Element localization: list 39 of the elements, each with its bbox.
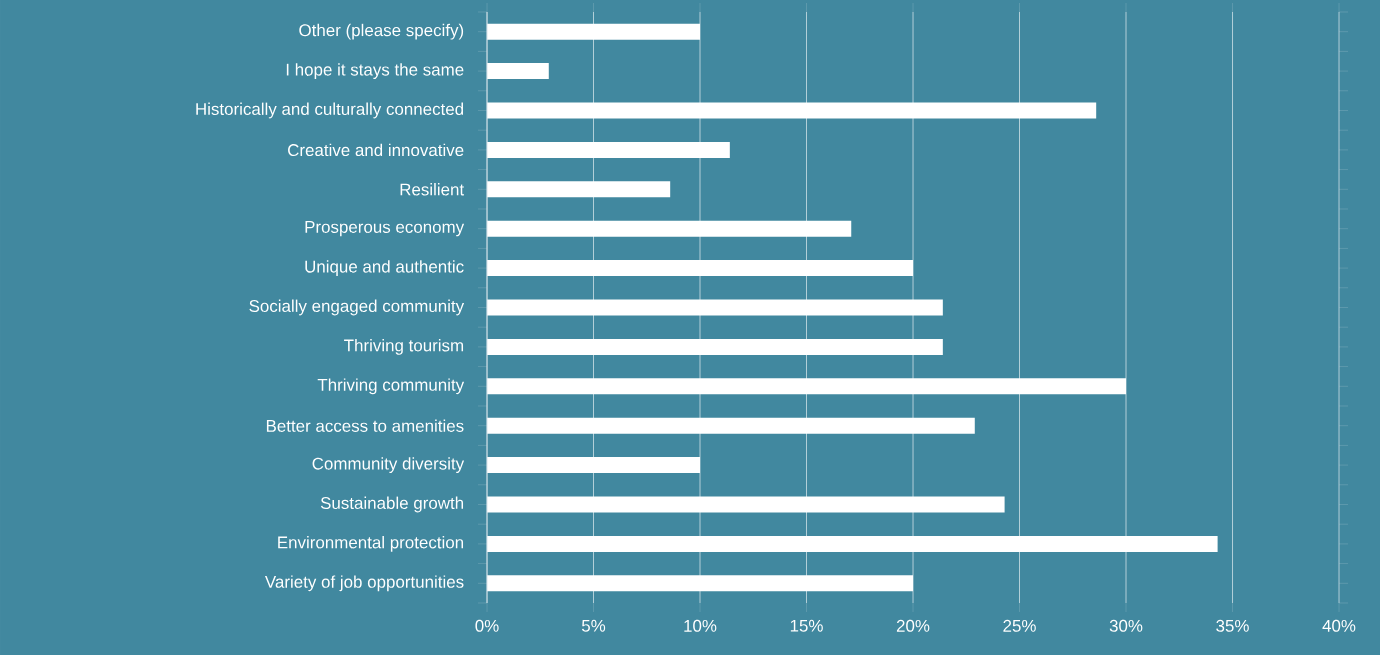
bar xyxy=(487,457,701,474)
x-tick-label: 25% xyxy=(1003,619,1036,632)
bar xyxy=(487,535,1218,552)
y-tick-label: Socially engaged community xyxy=(249,299,465,316)
y-tick-label: Sustainable growth xyxy=(320,496,464,513)
y-tick-label: Thriving community xyxy=(317,378,465,395)
y-tick-label: Prosperous economy xyxy=(305,221,465,237)
y-tick-label: Thriving tourism xyxy=(344,339,464,355)
y-tick-label: Variety of job opportunities xyxy=(264,575,464,592)
x-tick-label: 15% xyxy=(790,619,823,632)
y-tick-label: Better access to amenities xyxy=(266,419,464,432)
bar xyxy=(487,299,943,316)
y-tick-label: Community diversity xyxy=(312,457,465,473)
x-tick-label: 0% xyxy=(475,619,499,632)
bar xyxy=(487,141,730,158)
x-tick-label: 20% xyxy=(896,619,930,632)
y-tick-label: Other (please specify) xyxy=(299,23,464,40)
bar xyxy=(487,338,943,355)
bar xyxy=(487,496,1005,513)
bar xyxy=(487,181,671,198)
bar xyxy=(487,23,701,40)
x-tick-label: 5% xyxy=(581,619,606,632)
x-tick-label: 40% xyxy=(1322,619,1356,632)
bar xyxy=(487,575,914,592)
bar xyxy=(487,63,549,80)
bar xyxy=(487,417,975,434)
bar xyxy=(487,378,1127,395)
y-tick-label: Creative and innovative xyxy=(288,143,464,157)
y-tick-label: Resilient xyxy=(400,183,465,196)
y-tick-label: Environmental protection xyxy=(278,536,464,552)
bar xyxy=(487,260,914,277)
x-tick-label: 30% xyxy=(1109,619,1143,632)
x-tick-label: 10% xyxy=(684,619,717,632)
y-tick-label: I hope it stays the same xyxy=(286,63,464,79)
y-tick-label: Unique and authentic xyxy=(305,260,464,276)
x-tick-label: 35% xyxy=(1216,619,1249,632)
y-tick-label: Historically and culturally connected xyxy=(196,102,464,119)
bar xyxy=(487,102,1097,119)
bar xyxy=(487,220,852,237)
